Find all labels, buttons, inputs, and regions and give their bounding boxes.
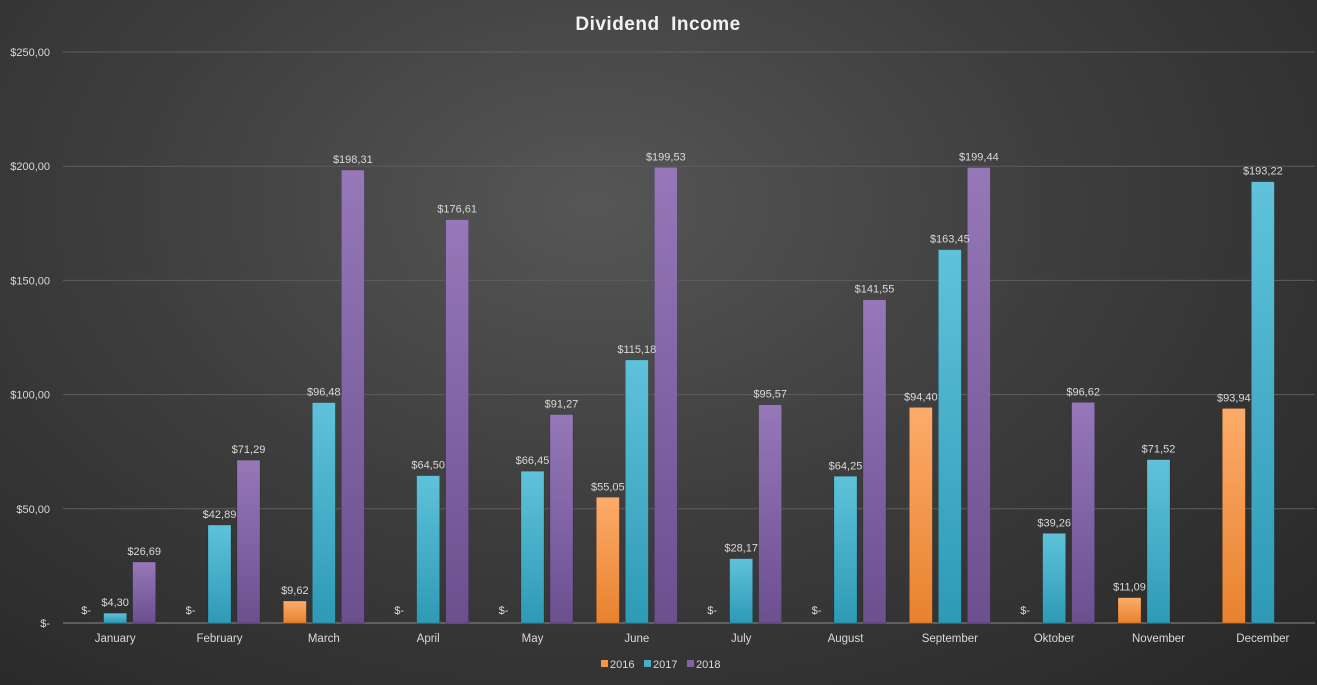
- legend-swatch-2016: [601, 660, 608, 667]
- data-label: $-: [81, 605, 91, 617]
- data-label: $93,94: [1217, 392, 1251, 404]
- bar-2016-november: [1117, 597, 1142, 624]
- data-label: $199,44: [959, 151, 999, 163]
- bar-2018-july: [758, 404, 782, 624]
- data-label: $94,40: [904, 391, 938, 403]
- bar-2016-march: [283, 600, 307, 624]
- y-tick-label: $150,00: [10, 275, 50, 287]
- bar-2017-august: [833, 475, 858, 624]
- bar-2018-february: [236, 459, 261, 624]
- data-label: $55,05: [591, 481, 625, 493]
- x-category-label: December: [1236, 633, 1289, 645]
- bar-2018-september: [967, 167, 991, 624]
- x-category-label: April: [417, 633, 440, 645]
- bar-2017-december: [1251, 181, 1275, 624]
- data-label: $-: [499, 605, 509, 617]
- x-category-label: November: [1132, 633, 1185, 645]
- x-category-label: Oktober: [1034, 633, 1075, 645]
- bar-2018-january: [132, 561, 156, 624]
- bar-2017-april: [416, 475, 440, 624]
- bars: [103, 166, 1275, 624]
- x-category-label: February: [196, 633, 242, 645]
- bar-2018-june: [654, 166, 678, 624]
- x-category-label: June: [624, 633, 649, 645]
- data-label: $28,17: [724, 543, 758, 555]
- data-label: $-: [186, 605, 196, 617]
- data-label: $199,53: [646, 151, 686, 163]
- x-category-label: January: [95, 633, 136, 645]
- bar-2018-august: [862, 299, 887, 624]
- y-tick-label: $250,00: [10, 47, 50, 59]
- x-category-label: September: [922, 633, 978, 645]
- bar-2017-september: [938, 249, 962, 624]
- data-label: $64,50: [411, 460, 445, 472]
- data-label: $42,89: [203, 509, 237, 521]
- x-category-label: August: [828, 633, 865, 645]
- legend-label-2018: 2018: [696, 659, 720, 671]
- bar-2017-may: [520, 470, 545, 624]
- bar-2018-may: [549, 414, 574, 624]
- legend: 2016 2017 2018: [601, 659, 720, 671]
- bar-2017-march: [312, 402, 336, 624]
- data-label: $39,26: [1037, 517, 1071, 529]
- y-tick-label: $-: [40, 618, 50, 630]
- legend-swatch-2017: [644, 660, 651, 667]
- data-label: $71,52: [1142, 444, 1176, 456]
- data-label: $163,45: [930, 234, 970, 246]
- data-label: $95,57: [753, 389, 787, 401]
- bar-2018-march: [341, 169, 365, 624]
- data-label: $96,48: [307, 387, 341, 399]
- bar-2017-january: [103, 612, 127, 624]
- data-label: $141,55: [855, 284, 895, 296]
- data-label: $176,61: [437, 204, 477, 216]
- legend-label-2017: 2017: [653, 659, 677, 671]
- bar-2016-june: [596, 496, 620, 624]
- bar-2017-oktober: [1042, 533, 1066, 624]
- x-category-label: March: [308, 633, 340, 645]
- bar-2017-july: [729, 558, 753, 624]
- legend-label-2016: 2016: [610, 659, 634, 671]
- data-label: $66,45: [516, 455, 550, 467]
- x-category-label: May: [522, 633, 544, 645]
- data-label: $-: [394, 605, 404, 617]
- data-label: $64,25: [829, 460, 863, 472]
- chart-title: Dividend Income: [575, 14, 740, 35]
- legend-swatch-2018: [687, 660, 694, 667]
- x-category-label: July: [731, 633, 752, 645]
- data-label: $193,22: [1243, 166, 1283, 178]
- bar-2016-september: [909, 407, 933, 624]
- data-label: $11,09: [1113, 582, 1146, 594]
- data-label: $91,27: [545, 399, 579, 411]
- y-tick-label: $100,00: [10, 390, 50, 402]
- data-labels: $- $4,30 $26,69 $- $42,89 $71,29 $9,62 $96,48 $1…: [81, 151, 1282, 617]
- data-label: $26,69: [127, 546, 161, 558]
- data-label: $71,29: [232, 444, 266, 456]
- bar-2017-june: [625, 359, 649, 624]
- data-label: $9,62: [281, 585, 309, 597]
- data-label: $198,31: [333, 154, 373, 166]
- data-label: $-: [812, 605, 822, 617]
- bar-2016-december: [1222, 408, 1246, 624]
- y-tick-label: $50,00: [16, 504, 50, 516]
- bar-2017-november: [1146, 459, 1171, 624]
- bar-2018-april: [445, 219, 469, 624]
- gridlines: [63, 51, 1315, 624]
- data-label: $96,62: [1066, 386, 1100, 398]
- y-axis-ticks: $- $50,00 $100,00 $150,00 $200,00 $250,00: [10, 47, 50, 630]
- bar-2018-oktober: [1071, 402, 1095, 624]
- bar-2017-february: [207, 524, 232, 624]
- x-axis-categories: January February March April May June July Augu…: [95, 633, 1290, 645]
- data-label: $-: [1020, 605, 1030, 617]
- data-label: $115,18: [617, 344, 656, 356]
- data-label: $-: [707, 605, 717, 617]
- y-tick-label: $200,00: [10, 161, 50, 173]
- data-label: $4,30: [101, 597, 129, 609]
